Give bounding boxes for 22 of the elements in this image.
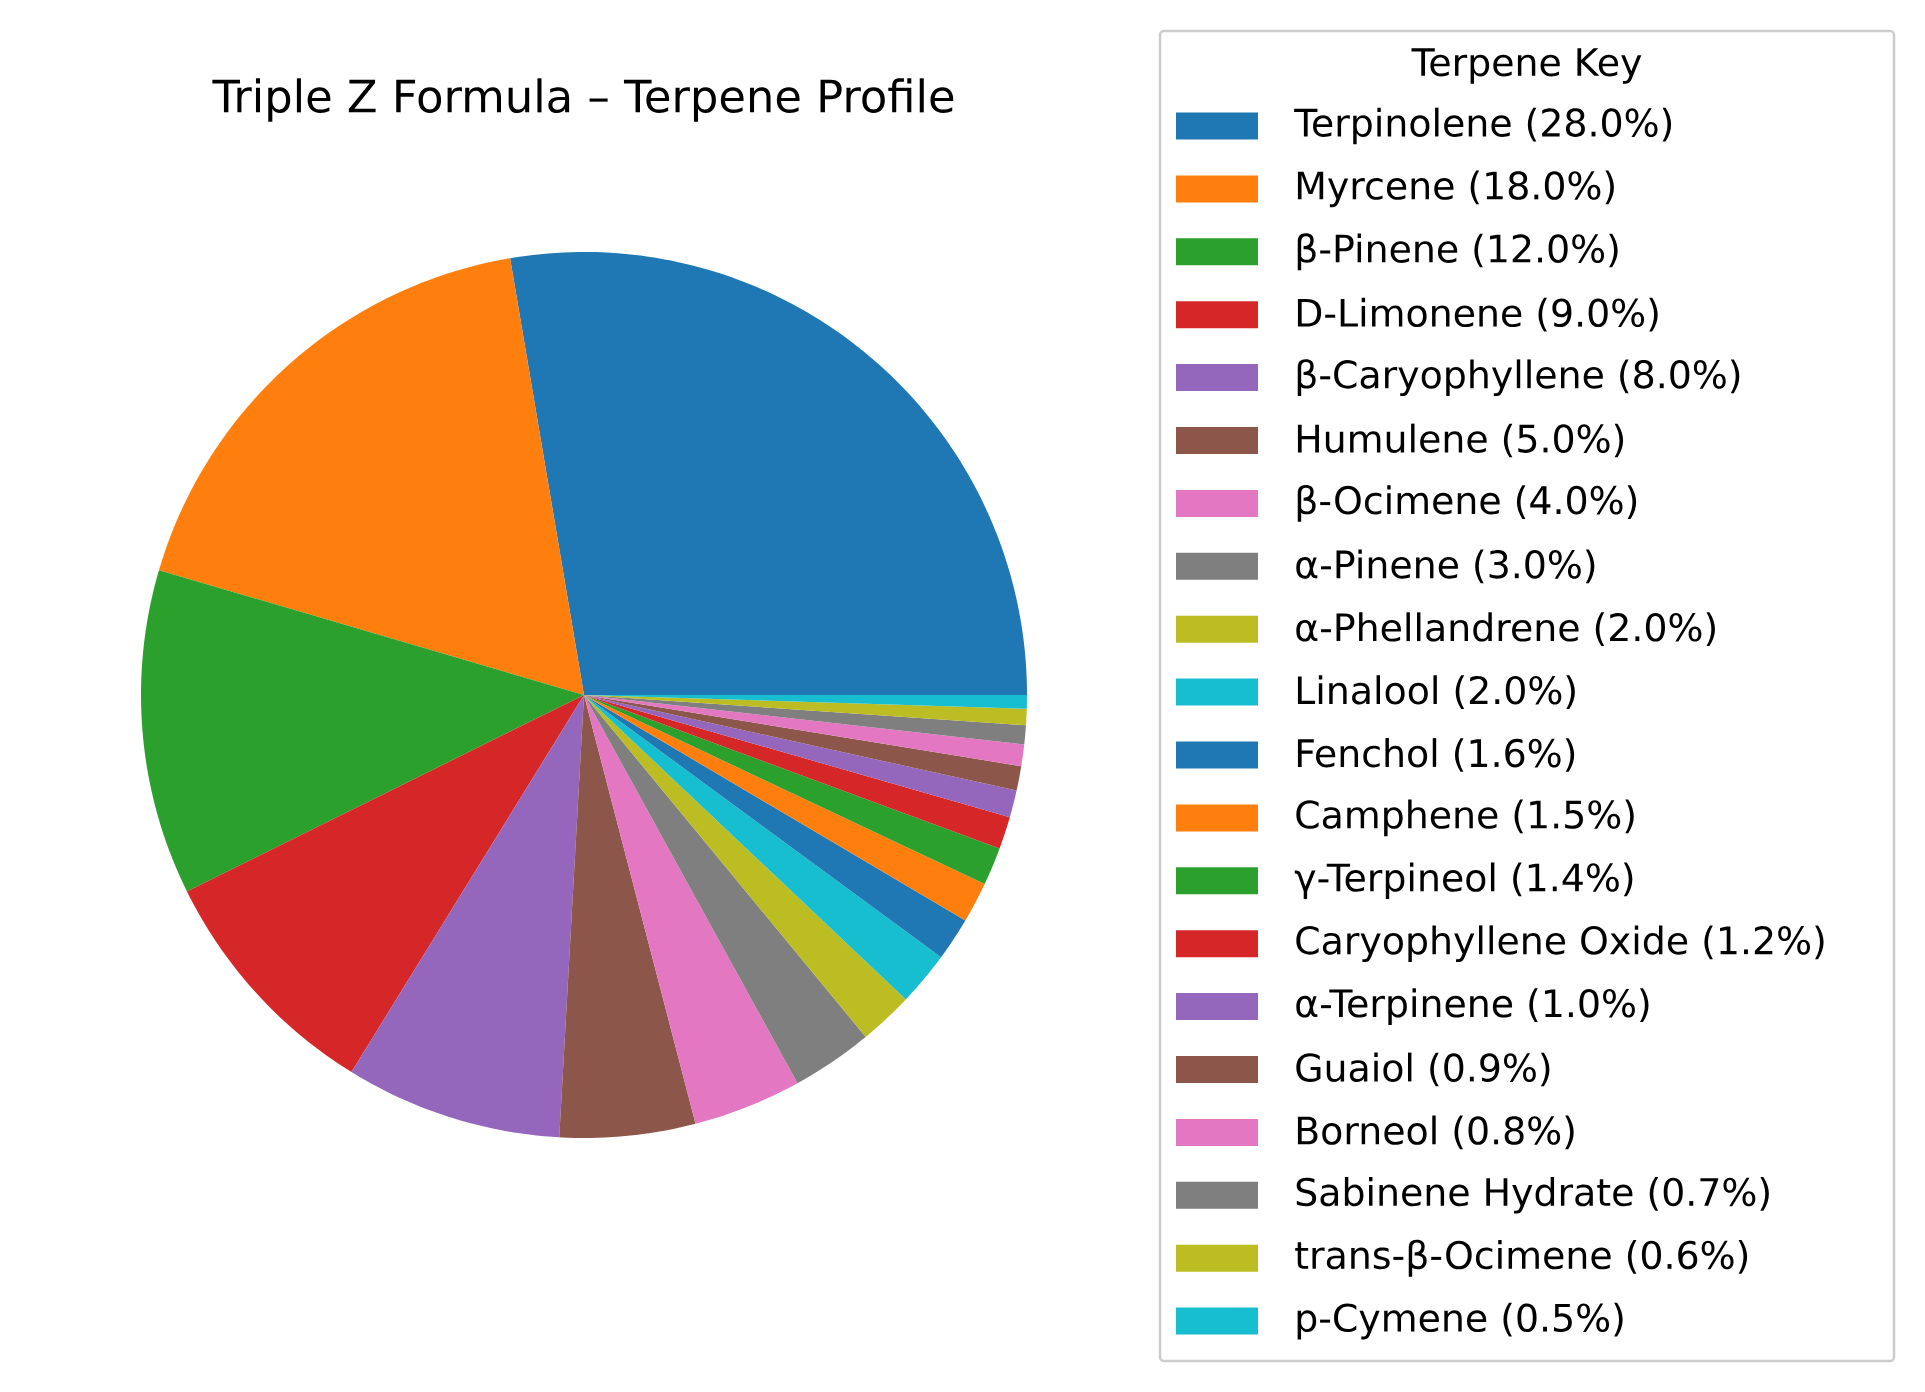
legend-label: α-Pinene (3.0%) bbox=[1296, 549, 1595, 584]
legend-label: β-Pinene (12.0%) bbox=[1297, 233, 1618, 271]
legend-label: Caryophyllene Oxide (1.2%) bbox=[1296, 925, 1824, 963]
legend-label: Terpinolene (28.0%) bbox=[1294, 107, 1672, 145]
legend-label: p-Cymene (0.5%) bbox=[1297, 1302, 1623, 1340]
legend-label: Humulene (5.0%) bbox=[1297, 423, 1624, 458]
legend-label: α-Terpinene (1.0%) bbox=[1296, 988, 1649, 1025]
legend-label: Fenchol (1.6%) bbox=[1297, 738, 1575, 772]
legend-label: Sabinene Hydrate (0.7%) bbox=[1296, 1176, 1769, 1214]
legend-title: Terpene Key bbox=[1411, 48, 1642, 84]
legend-label: β-Ocimene (4.0%) bbox=[1297, 484, 1637, 522]
legend-label: Linalool (2.0%) bbox=[1297, 675, 1575, 709]
legend-label: Myrcene (18.0%) bbox=[1297, 170, 1614, 208]
text: Triple Z Formula – Terpene Profile bbox=[212, 78, 954, 122]
legend-label: γ-Terpineol (1.4%) bbox=[1294, 862, 1633, 900]
legend-label: Guaiol (0.9%) bbox=[1296, 1052, 1550, 1087]
legend-label: Borneol (0.8%) bbox=[1297, 1115, 1574, 1150]
legend-label: D-Limonene (9.0%) bbox=[1297, 297, 1658, 332]
legend-label: trans-β-Ocimene (0.6%) bbox=[1295, 1239, 1748, 1277]
legend-label: α-Phellandrene (2.0%) bbox=[1296, 612, 1715, 647]
legend-label: Camphene (1.5%) bbox=[1296, 799, 1634, 837]
legend-label: β-Caryophyllene (8.0%) bbox=[1297, 359, 1740, 397]
